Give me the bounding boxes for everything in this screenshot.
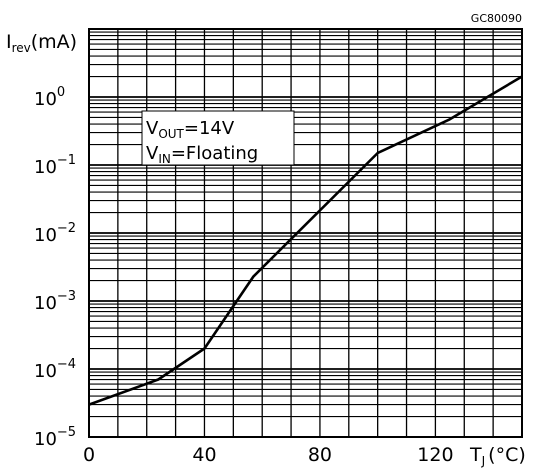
x-axis-label-unit: (°C): [488, 444, 526, 466]
y-tick-label: 10−3: [34, 289, 76, 314]
annotation-line-2-sub: IN: [158, 152, 171, 166]
annotation-line-2: VIN=Floating: [146, 143, 258, 166]
annotation-line-1-sub: OUT: [158, 127, 184, 141]
x-axis-label: TJ (°C): [469, 444, 526, 468]
figure-code: GC80090: [471, 12, 522, 25]
annotation-line-1-rest: =14V: [184, 118, 235, 139]
grid-lines: [89, 29, 522, 437]
y-tick-label: 10−5: [34, 425, 76, 450]
y-axis-label-sub: rev: [12, 41, 31, 55]
annotation-box: VOUT=14V VIN=Floating: [141, 110, 295, 166]
plot-frame: [88, 28, 523, 438]
annotation-line-2-main: V: [146, 143, 159, 164]
x-tick-label: 120: [417, 444, 453, 466]
x-axis-label-sub: J: [481, 454, 486, 468]
annotation-line-2-rest: =Floating: [171, 143, 258, 164]
x-tick-label: 40: [192, 444, 216, 466]
annotation-line-1: VOUT=14V: [146, 118, 235, 141]
x-tick-label: 80: [308, 444, 332, 466]
y-tick-label: 10−4: [34, 357, 76, 382]
series-line: [88, 75, 523, 406]
y-axis-label-main: I: [6, 31, 12, 53]
y-tick-label: 10−2: [34, 221, 76, 246]
y-axis-label: Irev(mA): [6, 31, 77, 55]
x-tick-label: 0: [83, 444, 95, 466]
x-axis-label-main: T: [469, 444, 482, 466]
annotation-line-1-main: V: [146, 118, 159, 139]
y-axis-label-unit: (mA): [31, 31, 77, 53]
y-tick-label: 10−1: [34, 153, 76, 178]
y-tick-label: 100: [34, 85, 65, 110]
